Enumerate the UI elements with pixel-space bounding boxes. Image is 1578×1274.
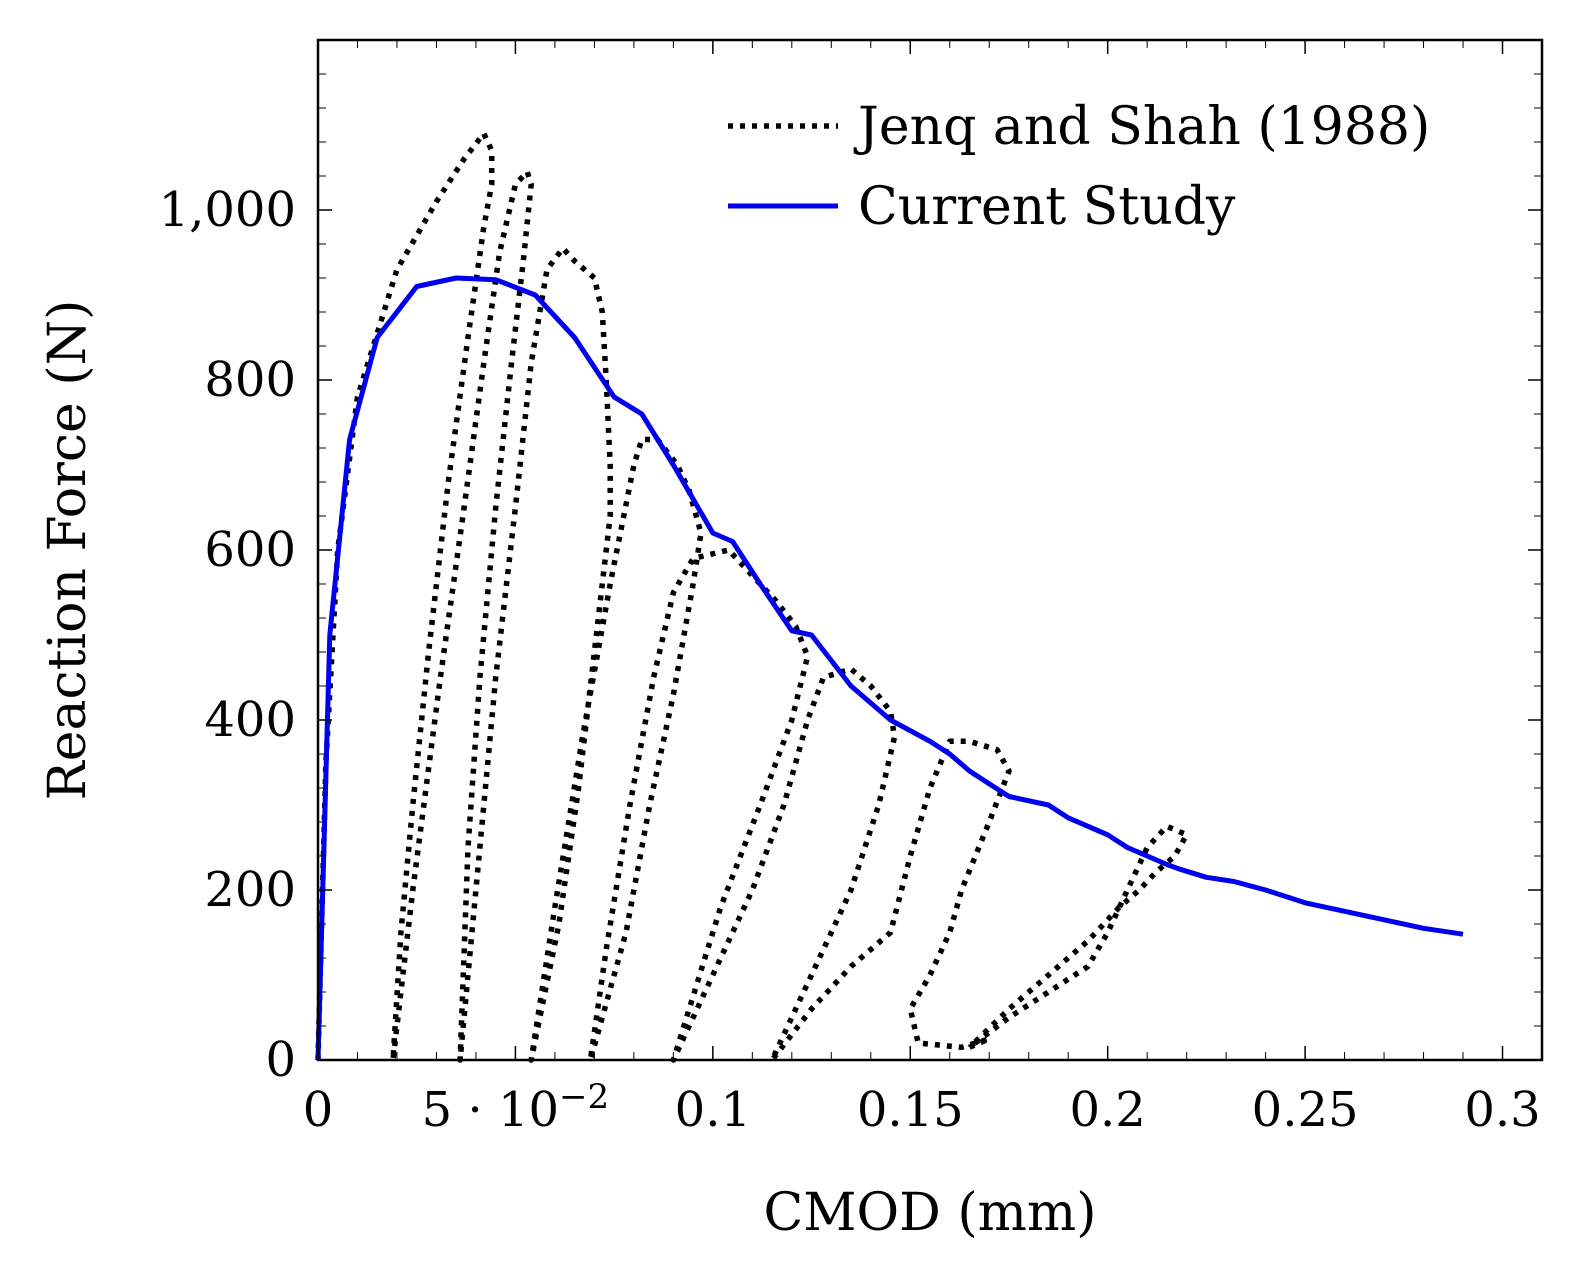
- y-tick-labels: 0 200 400 600 800 1,000: [159, 182, 296, 1088]
- y-tick-label: 1,000: [159, 182, 296, 238]
- y-tick-label: 0: [265, 1032, 296, 1088]
- tick-marks: [317, 40, 1542, 1061]
- x-axis-title: CMOD (mm): [763, 1183, 1096, 1243]
- y-axis-title: Reaction Force (N): [38, 300, 98, 801]
- y-tick-label: 400: [204, 692, 296, 748]
- x-tick-label: 5 · 10−2: [422, 1077, 610, 1138]
- legend-entry-label: Current Study: [858, 177, 1236, 237]
- x-tick-label: 0: [303, 1082, 334, 1138]
- x-tick-label: 0.3: [1464, 1082, 1540, 1138]
- x-tick-label: 0.1: [675, 1082, 751, 1138]
- x-tick-labels: 0 5 · 10−2 0.1 0.15 0.2 0.25 0.3: [303, 1077, 1541, 1138]
- series-layer: [315, 130, 1464, 1063]
- x-tick-label: 0.25: [1252, 1082, 1359, 1138]
- y-tick-label: 600: [204, 522, 296, 578]
- legend-entry-label: Jenq and Shah (1988): [853, 97, 1430, 157]
- x-tick-label: 0.2: [1070, 1082, 1146, 1138]
- y-tick-label: 800: [204, 352, 296, 408]
- x-tick-label: 0.15: [857, 1082, 964, 1138]
- series-simulation-line: [315, 275, 1464, 1061]
- y-tick-label: 200: [204, 862, 296, 918]
- series-experimental-line: [315, 130, 1190, 1063]
- legend: Jenq and Shah (1988) Current Study: [728, 97, 1430, 237]
